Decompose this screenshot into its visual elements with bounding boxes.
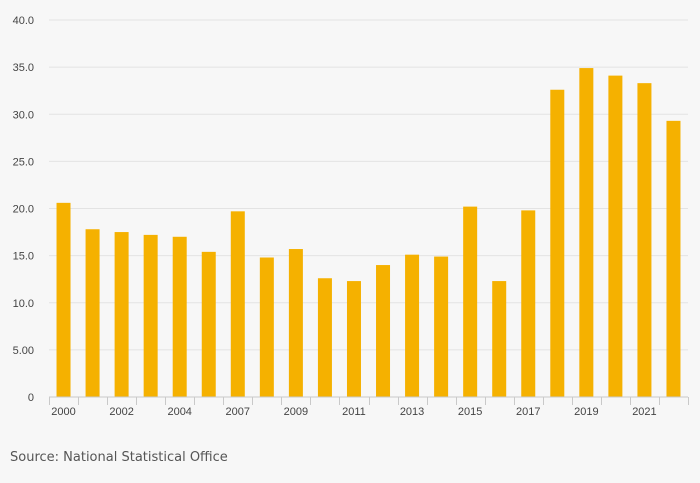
y-tick-label: 25.0 [13,156,34,168]
x-tick-label: 2004 [167,406,191,418]
bar-2009 [288,249,303,397]
bar-2005 [201,251,216,397]
x-tick-label: 2011 [342,406,366,418]
x-tick-label: 2002 [109,406,133,418]
bar-2008 [259,257,274,397]
y-tick-label: 15.0 [13,251,34,263]
bar-2014 [434,256,449,397]
y-tick-label: 35.0 [13,62,34,74]
bar-2018 [550,89,565,398]
bar-2019 [579,68,594,397]
bar-2002 [114,232,129,397]
y-tick-label: 40.0 [13,15,34,27]
x-tick-label: 2000 [51,406,75,418]
y-tick-label: 10.0 [13,298,34,310]
x-tick-label: 2019 [574,406,598,418]
bar-2011 [346,281,361,397]
y-tick-label: 20.0 [13,204,34,216]
x-axis: 2000 2002 2004 2007 2009 2011 2013 2015 2017 2019… [49,396,689,418]
y-tick-label: 0 [28,392,34,404]
x-tick-label: 2009 [284,406,308,418]
bar-2001 [85,229,100,397]
y-axis-tick-labels: 0 5.00 10.0 15.0 20.0 25.0 30.0 35.0 40.0 [13,15,34,404]
bar-2010 [317,278,332,397]
bar-2004 [172,236,187,397]
x-tick-label: 2013 [400,406,424,418]
bar-2021 [637,83,652,398]
x-tick-label: 2007 [226,406,250,418]
bar-2007 [230,211,245,397]
x-tick-label: 2017 [516,406,540,418]
bar-2017 [521,210,536,397]
bar-2000 [56,202,71,397]
bar-2016 [492,281,507,397]
y-tick-label: 5.00 [13,345,34,357]
bar-2013 [405,254,420,397]
bar-2003 [143,234,158,397]
bars [56,68,681,398]
x-tick-label: 2021 [632,406,656,418]
y-tick-label: 30.0 [13,109,34,121]
bar-2012 [376,265,391,397]
bar-2015 [463,206,478,397]
x-tick-label: 2015 [458,406,482,418]
source-note: Source: National Statistical Office [10,450,228,465]
bar-2020 [608,75,623,398]
bar-2022 [666,120,681,397]
